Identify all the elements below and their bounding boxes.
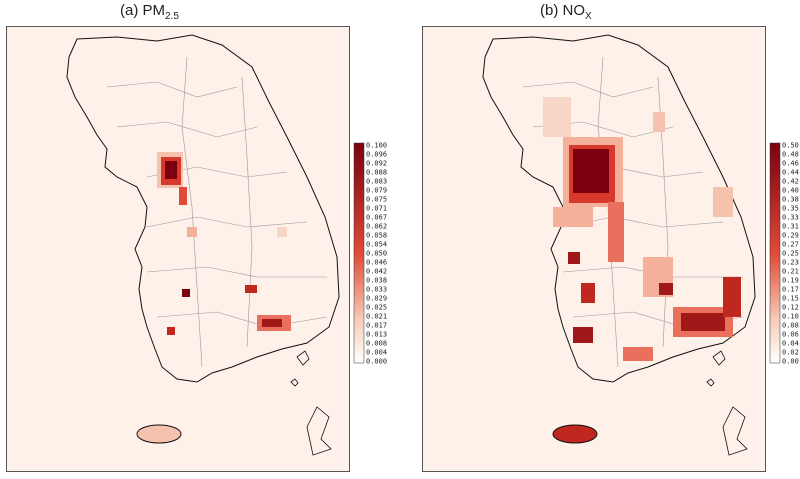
- colorbar-tick-label: 0.08: [782, 322, 799, 330]
- colorbar-tick-label: 0.29: [782, 232, 799, 240]
- colorbar-tick-label: 0.35: [782, 205, 799, 213]
- colorbar-tick-label: 0.19: [782, 277, 799, 285]
- colorbar-tick-label: 0.42: [782, 178, 799, 186]
- panel-b-title-sub: X: [585, 11, 592, 22]
- colorbar-tick-label: 0.046: [366, 259, 387, 267]
- colorbar-tick-label: 0.042: [366, 268, 387, 276]
- colorbar-tick-label: 0.00: [782, 358, 799, 366]
- jeju-island-b: [552, 424, 598, 444]
- colorbar-tick-label: 0.21: [782, 268, 799, 276]
- colorbar-tick-label: 0.48: [782, 151, 799, 159]
- colorbar-tick-label: 0.02: [782, 349, 799, 357]
- colorbar-tick-label: 0.096: [366, 151, 387, 159]
- colorbar-tick-label: 0.029: [366, 295, 387, 303]
- jeju-island: [136, 424, 182, 444]
- colorbar-tick-label: 0.050: [366, 250, 387, 258]
- offshore-islands-b: [706, 350, 726, 387]
- panel-b-map: [422, 26, 766, 472]
- colorbar-tick-label: 0.06: [782, 331, 799, 339]
- colorbar-tick-label: 0.000: [366, 358, 387, 366]
- panel-b-colorbar: 0.500.480.460.440.420.400.380.350.330.31…: [769, 142, 799, 366]
- colorbar-tick-label: 0.088: [366, 169, 387, 177]
- colorbar-tick-label: 0.067: [366, 214, 387, 222]
- colorbar-tick-label: 0.021: [366, 313, 387, 321]
- colorbar-tick-label: 0.10: [782, 313, 799, 321]
- panel-b-title: (b) NOX: [540, 2, 592, 22]
- colorbar-tick-label: 0.46: [782, 160, 799, 168]
- colorbar-tick-label: 0.04: [782, 340, 799, 348]
- pm25-hotspots: [157, 152, 291, 335]
- colorbar-tick-label: 0.50: [782, 142, 799, 150]
- japan-coast: [306, 406, 332, 456]
- colorbar-tick-label: 0.017: [366, 322, 387, 330]
- korea-peninsula: [66, 34, 340, 383]
- colorbar-tick-label: 0.054: [366, 241, 387, 249]
- colorbar-tick-label: 0.092: [366, 160, 387, 168]
- panel-a-map-svg: [66, 34, 340, 456]
- offshore-islands: [290, 350, 310, 387]
- panel-a-title: (a) PM2.5: [120, 2, 179, 22]
- colorbar-tick-label: 0.17: [782, 286, 799, 294]
- colorbar-tick-label: 0.40: [782, 187, 799, 195]
- colorbar-tick-label: 0.004: [366, 349, 387, 357]
- colorbar-tick-label: 0.075: [366, 196, 387, 204]
- panel-a-title-main: (a) PM: [120, 2, 165, 19]
- colorbar-tick-label: 0.38: [782, 196, 799, 204]
- colorbar-tick-label: 0.025: [366, 304, 387, 312]
- colorbar-a-ramp: [353, 142, 365, 364]
- colorbar-tick-label: 0.008: [366, 340, 387, 348]
- panel-b-map-svg: [482, 34, 756, 456]
- colorbar-tick-label: 0.100: [366, 142, 387, 150]
- colorbar-tick-label: 0.12: [782, 304, 799, 312]
- colorbar-tick-label: 0.44: [782, 169, 799, 177]
- panel-b-title-main: (b) NO: [540, 2, 585, 19]
- colorbar-tick-label: 0.27: [782, 241, 799, 249]
- colorbar-tick-label: 0.079: [366, 187, 387, 195]
- colorbar-tick-label: 0.033: [366, 286, 387, 294]
- nox-hotspots: [543, 97, 741, 361]
- colorbar-b-ramp: [769, 142, 781, 364]
- colorbar-tick-label: 0.33: [782, 214, 799, 222]
- panel-a-title-sub: 2.5: [165, 11, 179, 22]
- panel-a-colorbar: 0.1000.0960.0920.0880.0830.0790.0750.071…: [353, 142, 387, 366]
- colorbar-tick-label: 0.25: [782, 250, 799, 258]
- colorbar-tick-label: 0.15: [782, 295, 799, 303]
- japan-coast-b: [722, 406, 748, 456]
- colorbar-tick-label: 0.23: [782, 259, 799, 267]
- colorbar-tick-label: 0.062: [366, 223, 387, 231]
- panel-a-map: [6, 26, 350, 472]
- colorbar-tick-label: 0.31: [782, 223, 799, 231]
- colorbar-tick-label: 0.058: [366, 232, 387, 240]
- colorbar-tick-label: 0.083: [366, 178, 387, 186]
- colorbar-tick-label: 0.013: [366, 331, 387, 339]
- colorbar-tick-label: 0.038: [366, 277, 387, 285]
- colorbar-tick-label: 0.071: [366, 205, 387, 213]
